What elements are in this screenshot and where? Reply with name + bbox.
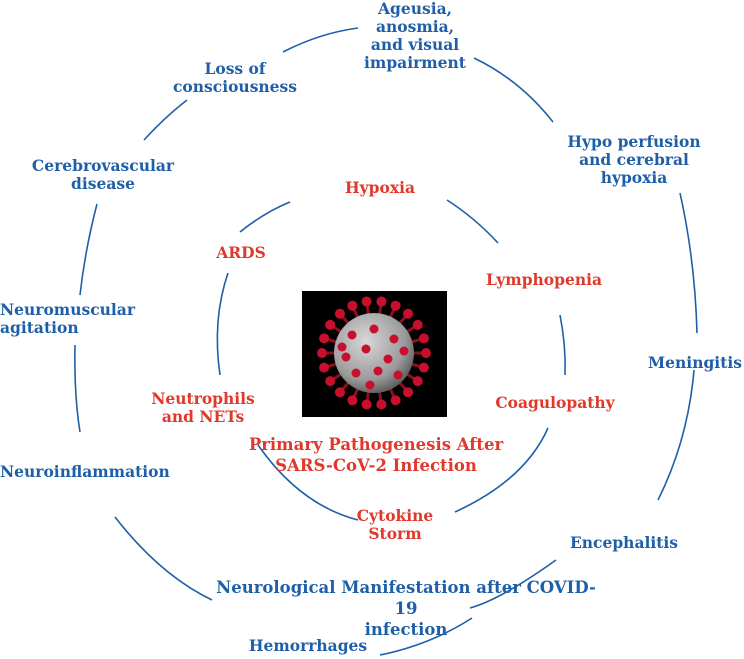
label-ageusia: Ageusia, anosmia, and visual impairment — [364, 0, 466, 72]
spike-head — [403, 308, 414, 319]
spike-head — [317, 348, 327, 358]
label-lymphopenia: Lymphopenia — [485, 270, 603, 289]
label-encephalitis: Encephalitis — [569, 533, 679, 552]
inner-arc — [454, 427, 549, 513]
outer-arc — [379, 617, 473, 656]
coronavirus-illustration — [317, 296, 431, 410]
spike-head — [361, 296, 372, 307]
spike-head — [418, 362, 429, 373]
label-cerebrovascular-disease: Cerebrovascular disease — [31, 156, 175, 193]
outer-arc — [657, 369, 695, 501]
surface-spike — [399, 346, 409, 356]
label-neutrophils-nets: Neutrophils and NETs — [151, 389, 255, 426]
spike-head — [319, 333, 330, 344]
outer-arc — [469, 559, 557, 609]
outer-arc — [143, 99, 188, 141]
inner-arc — [559, 314, 566, 376]
label-coagulopathy: Coagulopathy — [495, 393, 615, 412]
spike-head — [325, 376, 336, 387]
label-ards: ARDS — [216, 243, 266, 262]
label-cytokine-storm: Cytokine Storm — [356, 506, 434, 543]
inner-arc — [257, 444, 359, 521]
label-meningitis: Meningitis — [648, 353, 742, 372]
surface-spike — [393, 370, 403, 380]
spike-head — [325, 319, 336, 330]
spike-head — [418, 333, 429, 344]
spike-head — [390, 395, 401, 406]
surface-spike — [369, 324, 379, 334]
label-hypo-perfusion: Hypo perfusion and cerebral hypoxia — [567, 132, 701, 187]
inner-arc — [239, 201, 291, 233]
inner-arc — [446, 199, 499, 244]
outer-ring — [74, 27, 698, 656]
inner-arc — [216, 272, 229, 376]
outer-arc — [74, 344, 81, 433]
spike-head — [319, 362, 330, 373]
surface-spike — [351, 368, 361, 378]
spike-head — [376, 296, 387, 307]
surface-spike — [361, 344, 371, 354]
spike-head — [412, 319, 423, 330]
surface-spike — [389, 334, 399, 344]
outer-arc — [282, 27, 359, 53]
outer-arc — [679, 192, 698, 334]
coronavirus-image — [302, 291, 447, 417]
spike-head — [334, 308, 345, 319]
inner-title: Primary Pathogenesis After SARS-CoV-2 In… — [248, 435, 504, 475]
label-loss-of-consciousness: Loss of consciousness — [172, 59, 297, 96]
label-neuromuscular-agitation: Neuromuscular agitation — [0, 300, 136, 337]
surface-spike — [373, 366, 383, 376]
outer-arc — [79, 203, 98, 296]
surface-spike — [347, 330, 357, 340]
label-hemorrhages: Hemorrhages — [248, 636, 368, 655]
surface-spike — [337, 342, 347, 352]
surface-spike — [365, 380, 375, 390]
spike-head — [347, 300, 358, 311]
label-neuroinflammation: Neuroinflammation — [0, 462, 170, 481]
surface-spike — [383, 354, 393, 364]
spike-head — [390, 300, 401, 311]
spike-head — [361, 399, 372, 410]
spike-head — [376, 399, 387, 410]
spike-head — [334, 387, 345, 398]
surface-spike — [341, 352, 351, 362]
label-hypoxia: Hypoxia — [345, 178, 415, 197]
inner-ring — [216, 199, 566, 521]
spike-head — [421, 348, 431, 358]
outer-arc — [473, 57, 554, 123]
outer-title: Neurological Manifestation after COVID-1… — [216, 578, 596, 639]
spike-head — [403, 387, 414, 398]
spike-head — [412, 376, 423, 387]
spike-head — [347, 395, 358, 406]
outer-arc — [114, 516, 213, 601]
